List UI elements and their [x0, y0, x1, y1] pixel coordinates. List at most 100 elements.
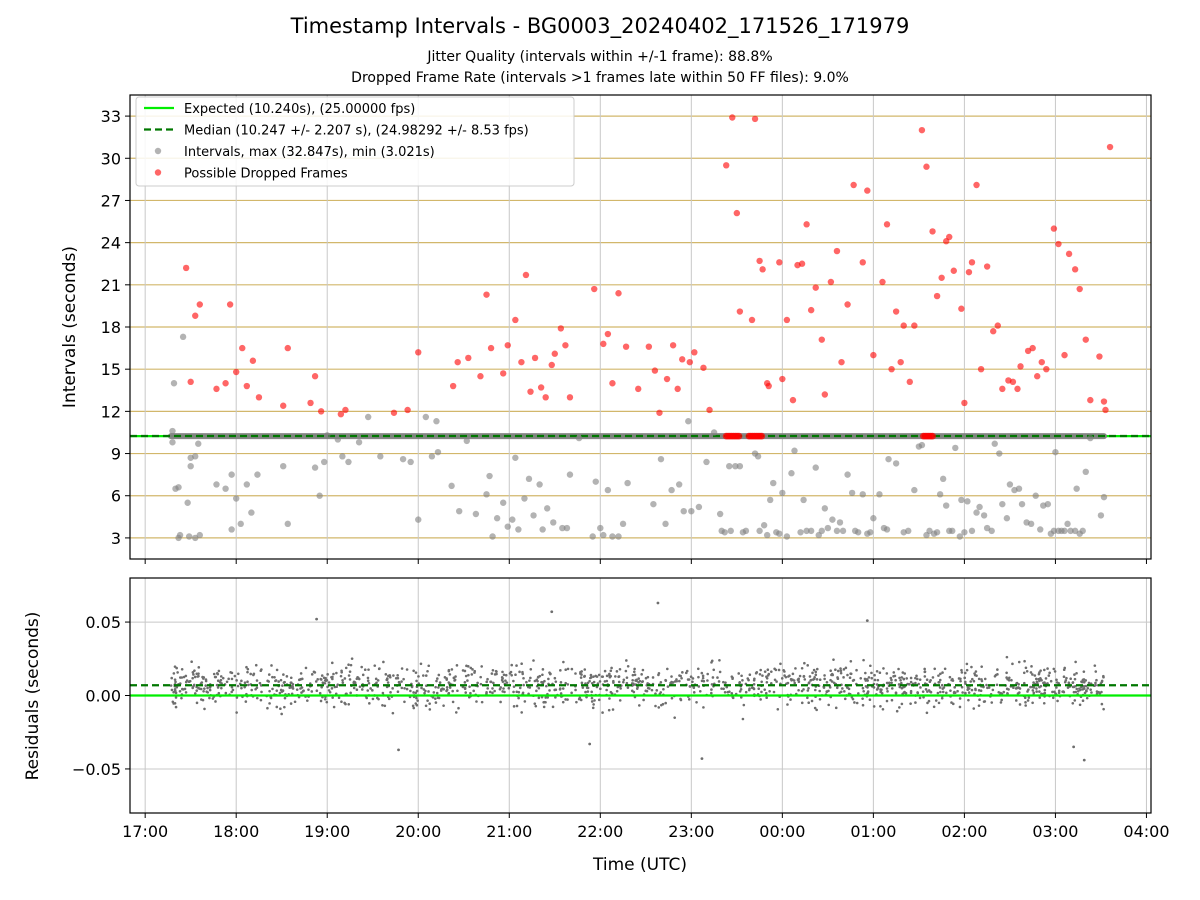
- residual-point: [1006, 691, 1009, 695]
- residual-point: [396, 690, 400, 694]
- residual-point: [765, 680, 769, 684]
- residual-point: [1081, 678, 1085, 682]
- residual-point: [635, 679, 638, 683]
- interval-point: [509, 516, 516, 523]
- interval-point: [399, 455, 407, 463]
- residual-point: [1051, 690, 1054, 694]
- residual-point: [809, 678, 813, 682]
- residual-point: [972, 707, 976, 710]
- residual-point: [612, 679, 615, 683]
- residual-point: [1012, 686, 1015, 690]
- residual-point: [861, 686, 865, 690]
- residual-point: [980, 665, 983, 668]
- residual-point: [1071, 701, 1075, 705]
- residual-point: [867, 676, 871, 679]
- residual-point: [1032, 691, 1036, 695]
- residual-point: [544, 696, 548, 699]
- residual-point: [229, 671, 232, 674]
- residual-point: [224, 691, 228, 695]
- residual-point: [1000, 698, 1003, 702]
- interval-point: [364, 413, 372, 421]
- dropped-frame-point: [609, 380, 616, 387]
- residual-point: [754, 671, 758, 675]
- x-tick-label: 04:00: [1123, 822, 1169, 841]
- residual-point: [686, 678, 690, 681]
- interval-point: [345, 458, 352, 466]
- residual-point: [929, 678, 932, 682]
- residual-point: [978, 698, 981, 702]
- residual-point: [746, 677, 750, 680]
- residual-point: [1102, 707, 1105, 711]
- residual-point: [923, 675, 927, 678]
- residual-point: [687, 698, 691, 701]
- dropped-frame-point: [798, 260, 806, 267]
- residual-point: [551, 705, 555, 709]
- residual-point: [752, 679, 756, 682]
- residual-point: [666, 667, 669, 671]
- residual-point: [358, 685, 362, 688]
- residual-point: [489, 680, 493, 684]
- residual-point: [1081, 699, 1085, 703]
- interval-point: [1097, 512, 1105, 519]
- residual-point: [479, 675, 482, 679]
- residual-point: [290, 681, 293, 684]
- residual-point: [219, 678, 223, 682]
- residual-point: [347, 663, 350, 667]
- residual-point: [990, 701, 994, 704]
- residual-point: [836, 677, 840, 681]
- residual-point: [414, 671, 418, 674]
- residual-point: [215, 672, 219, 675]
- residual-point: [282, 673, 285, 676]
- residual-point: [208, 696, 211, 700]
- residual-point: [618, 667, 622, 671]
- residual-point: [471, 668, 474, 671]
- residual-point: [641, 668, 645, 672]
- residual-point: [710, 688, 713, 691]
- dropped-frame-point: [280, 402, 287, 409]
- residual-point: [618, 699, 622, 702]
- residual-point: [520, 662, 523, 666]
- residual-point: [958, 705, 962, 709]
- intervals-y-tick-label: 6: [111, 487, 121, 506]
- residual-point: [170, 688, 174, 692]
- residual-point: [350, 657, 354, 660]
- residual-point: [423, 691, 426, 695]
- residual-point: [190, 660, 193, 663]
- residual-point: [435, 691, 439, 695]
- residual-point: [174, 680, 177, 684]
- residual-point: [986, 686, 989, 690]
- residual-point: [466, 679, 469, 682]
- residual-point: [402, 677, 405, 681]
- residual-point: [438, 681, 442, 684]
- dropped-frame-point: [615, 290, 622, 297]
- residual-point: [960, 668, 963, 672]
- residual-point: [688, 685, 692, 688]
- residual-point: [349, 663, 353, 667]
- residual-point: [203, 687, 206, 690]
- dropped-frame-point: [883, 221, 891, 228]
- residual-point: [977, 704, 981, 707]
- residual-point: [518, 670, 521, 674]
- interval-point: [195, 440, 202, 447]
- residual-point: [605, 688, 608, 692]
- interval-point: [803, 527, 810, 535]
- residual-point: [502, 673, 506, 677]
- residual-point: [897, 683, 901, 686]
- residual-point: [592, 703, 595, 706]
- residual-point: [774, 668, 778, 672]
- residual-point: [841, 687, 844, 690]
- dropped-frame-point: [892, 308, 900, 315]
- interval-point: [961, 529, 968, 536]
- residual-point: [344, 702, 347, 706]
- residual-point: [180, 687, 184, 691]
- residual-point: [919, 686, 922, 689]
- residual-point: [898, 706, 901, 709]
- residual-point: [240, 686, 243, 690]
- dropped-frame-point: [213, 385, 220, 393]
- residual-point: [939, 690, 942, 694]
- residual-point: [397, 748, 400, 752]
- residual-point: [637, 704, 641, 707]
- residual-point: [1080, 680, 1083, 683]
- residual-point: [532, 659, 535, 662]
